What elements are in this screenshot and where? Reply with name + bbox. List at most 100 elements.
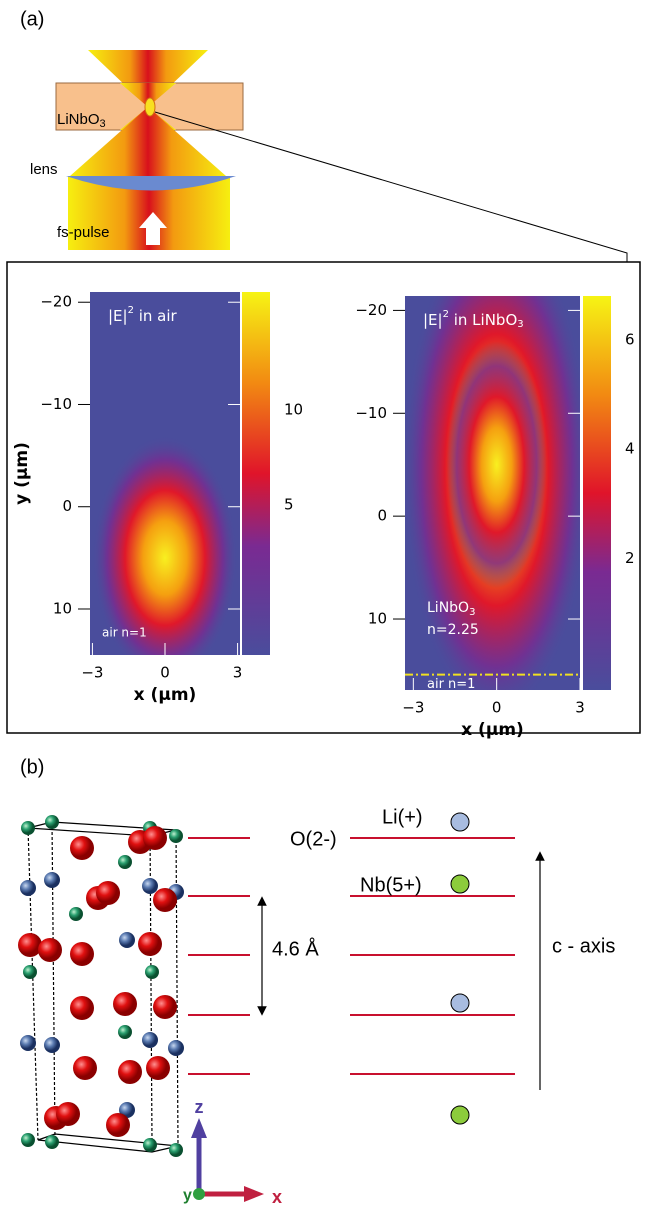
x-tick-label: −3 [81,664,103,682]
colorbar-tick-label: 4 [625,440,635,458]
atom [118,1060,142,1084]
crystal-label: LiNbO3 [57,111,106,130]
x-axis-label: x (μm) [134,685,197,705]
focus-spot [144,97,156,117]
atom [38,938,62,962]
pulse-label: fs-pulse [57,224,110,241]
x-tick-label: 0 [160,664,170,682]
atom [23,965,37,979]
niobium-label: Nb(5+) [360,874,422,896]
lens [66,176,236,191]
plot-title: |E|2 in LiNbO3 [423,309,524,330]
y-tick-label: 0 [62,497,72,515]
atom [118,1025,132,1039]
colorbar-tick-label: 5 [284,495,294,513]
medium-sub: 3 [469,607,475,618]
x-tick-label: 0 [492,699,502,717]
atom [118,855,132,869]
atom [70,996,94,1020]
atom [69,907,83,921]
medium-label: air n=1 [102,626,147,640]
atom [45,815,59,829]
atom [45,1135,59,1149]
title-sup: 2 [128,305,134,316]
colorbar-tick-label: 10 [284,400,303,418]
beam-cone [70,107,226,176]
atom [44,872,60,888]
y-tick-label: 10 [368,610,387,628]
nb-ion [450,874,470,894]
y-tick-label: −20 [355,301,387,319]
y-tick-label: −20 [40,293,72,311]
crystal-label-sub: 3 [100,118,106,130]
title-rest: in LiNbO [449,311,517,329]
crystal-structure [18,815,184,1157]
atom [20,880,36,896]
y-axis-label: y (μm) [12,442,32,505]
atom [21,821,35,835]
li-ion [450,993,470,1013]
atom [153,888,177,912]
interface-label: air n=1 [427,677,475,692]
atom [96,881,120,905]
y-label: y [183,1187,192,1204]
y-tick-label: 10 [53,599,72,617]
beam-top [88,50,208,107]
atom [168,1040,184,1056]
pulse-arrow [139,212,167,245]
atom [146,1056,170,1080]
c-axis-label: c - axis [552,935,615,957]
atom [138,932,162,956]
field-intensity [92,435,238,655]
y-tick-label: 0 [377,507,387,525]
medium-label: LiNbO3 [427,600,475,618]
atom [119,1102,135,1118]
atom [142,878,158,894]
atom [145,965,159,979]
atom [21,1133,35,1147]
z-label: z [195,1097,204,1117]
li-ion [450,812,470,832]
medium-main: LiNbO [427,600,469,616]
lithium-label: Li(+) [382,806,423,828]
x-axis-head [244,1186,264,1202]
x-tick-label: 3 [233,664,243,682]
title-main: |E| [423,311,443,329]
y-tick-label: −10 [355,404,387,422]
atom [169,829,183,843]
title-main: |E| [108,307,128,325]
colorbar-tick-label: 6 [625,330,635,348]
atom [56,1102,80,1126]
title-sub: 3 [517,319,523,330]
y-tick-label: −10 [40,395,72,413]
atom [70,942,94,966]
oxygen-label: O(2-) [290,828,337,850]
x-tick-label: 3 [575,699,585,717]
x-label: x [272,1187,282,1207]
atom [143,826,167,850]
field-intensity [446,341,547,589]
medium-label-line2: n=2.25 [427,622,479,638]
atom [143,1138,157,1152]
atom [44,1037,60,1053]
spacing-label: 4.6 Å [272,937,319,960]
panel-label: (b) [20,756,44,778]
colorbar [583,296,611,690]
atom [70,836,94,860]
title-rest: in air [134,307,178,325]
atom [153,995,177,1019]
atom [73,1056,97,1080]
lens-label: lens [30,161,58,178]
colorbar-tick-label: 2 [625,549,635,567]
atom [142,1032,158,1048]
x-tick-label: −3 [402,699,424,717]
atom [106,1113,130,1137]
title-sup: 2 [443,309,449,320]
z-axis-head [191,1118,207,1138]
plot-title: |E|2 in air [108,305,178,325]
layer-lines [188,837,515,1075]
nb-ion [450,1105,470,1125]
x-axis-label: x (μm) [461,720,524,740]
